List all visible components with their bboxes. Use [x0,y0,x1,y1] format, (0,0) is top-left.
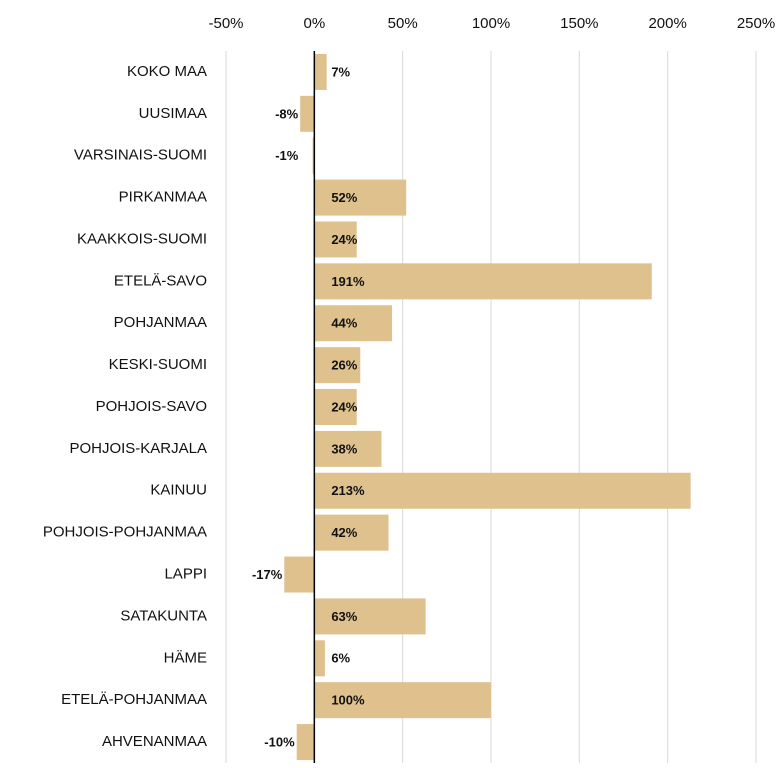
data-label: -17% [252,567,283,582]
data-label: 100% [331,693,365,708]
bar [284,556,315,593]
x-tick-label: -50% [208,15,243,32]
data-label: -8% [275,106,299,121]
x-tick-label: 0% [303,15,325,32]
bar [314,305,393,342]
x-tick-label: 100% [472,15,510,32]
bar [296,724,315,761]
y-tick-label: AHVENANMAA [102,733,207,750]
bar [300,95,315,132]
bar [314,221,357,258]
data-label: 24% [331,399,357,414]
data-label: 52% [331,190,357,205]
y-tick-label: VARSINAIS-SUOMI [74,147,207,164]
bar [314,514,389,551]
y-tick-label: SATAKUNTA [120,607,207,624]
bar [314,53,327,90]
y-tick-label: POHJANMAA [114,314,207,331]
y-tick-label: POHJOIS-POHJANMAA [43,524,207,541]
y-tick-label: POHJOIS-KARJALA [69,440,207,457]
data-label: 44% [331,316,357,331]
data-label: 24% [331,232,357,247]
bar [314,682,491,719]
y-tick-label: KOKO MAA [127,63,207,80]
y-tick-label: POHJOIS-SAVO [96,398,207,415]
data-label: -10% [264,734,295,749]
y-tick-label: PIRKANMAA [119,189,207,206]
data-label: 191% [331,274,365,289]
x-tick-label: 200% [648,15,686,32]
bar [312,137,315,174]
bar [314,179,407,216]
y-tick-label: HÄME [164,649,207,666]
x-tick-label: 50% [388,15,418,32]
y-tick-label: ETELÄ-POHJANMAA [61,691,207,708]
bar [314,472,691,509]
y-tick-label: KAAKKOIS-SUOMI [77,230,207,247]
data-label: 213% [331,483,365,498]
bar [314,430,382,467]
bar [314,347,361,384]
data-label: 26% [331,358,357,373]
data-label: 6% [331,651,350,666]
bar [314,640,325,677]
y-tick-label: LAPPI [164,565,207,582]
x-tick-label: 250% [737,15,775,32]
y-tick-label: KAINUU [150,482,207,499]
y-tick-label: ETELÄ-SAVO [114,272,207,289]
data-label: -1% [275,148,299,163]
data-label: 38% [331,441,357,456]
y-tick-label: KESKI-SUOMI [109,356,207,373]
y-tick-label: UUSIMAA [139,105,207,122]
bar [314,263,652,300]
data-label: 7% [331,64,350,79]
bar [314,598,426,635]
data-label: 63% [331,609,357,624]
bar [314,389,357,425]
data-label: 42% [331,525,357,540]
x-tick-label: 150% [560,15,598,32]
